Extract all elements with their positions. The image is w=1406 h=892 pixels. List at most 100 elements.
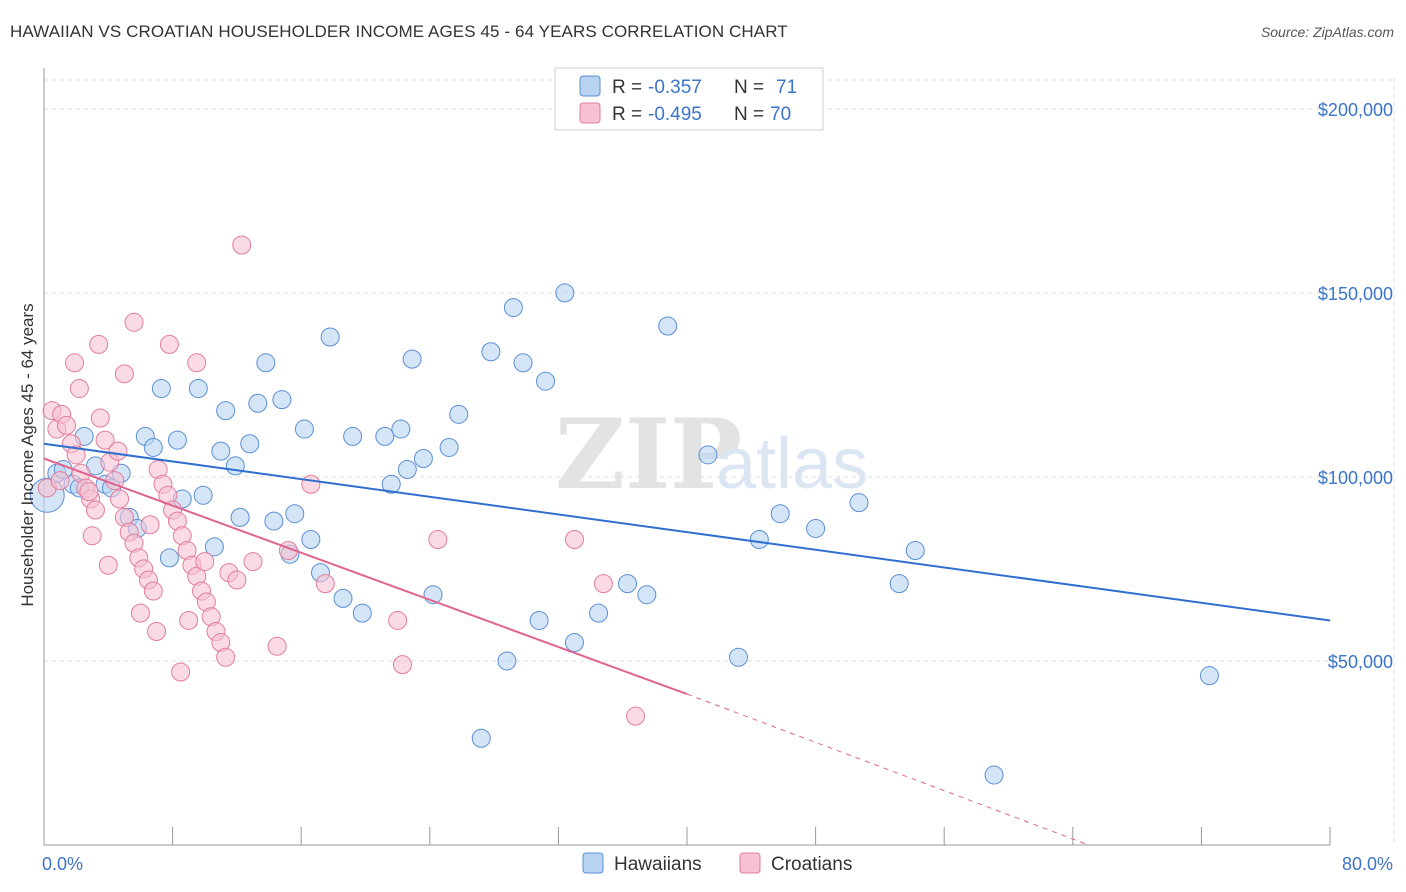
croatian-point-22 [143, 581, 163, 601]
croatian-point-65 [227, 570, 247, 590]
hawaiian-point-35 [320, 327, 340, 347]
croatian-point-54 [564, 529, 584, 549]
hawaiian-point-27 [256, 353, 276, 373]
croatian-point-69 [140, 515, 160, 535]
legend-r-value-0: -0.357 [648, 77, 702, 98]
bottom-legend-croatians: Croatians [771, 854, 852, 875]
croatian-point-40 [89, 334, 109, 354]
croatian-point-55 [593, 574, 613, 594]
hawaiian-point-32 [294, 419, 314, 439]
croatian-point-66 [50, 471, 70, 491]
croatian-point-12 [95, 430, 115, 450]
croatian-point-57 [82, 526, 102, 546]
legend-r-label-1: R = [612, 104, 642, 125]
hawaiian-point-26 [248, 393, 268, 413]
data-points [29, 235, 1219, 785]
croatian-point-60 [147, 622, 167, 642]
hawaiian-point-24 [230, 507, 250, 527]
hawaiian-point-67 [889, 574, 909, 594]
hawaiian-point-33 [301, 529, 321, 549]
hawaiian-point-44 [413, 449, 433, 468]
hawaiian-point-46 [439, 437, 459, 457]
croatian-point-68 [108, 441, 128, 461]
croatian-trend-extension [686, 693, 1090, 846]
hawaiian-point-28 [264, 511, 284, 531]
croatian-point-41 [114, 364, 134, 384]
hawaiian-point-18 [188, 379, 208, 399]
hawaiian-point-70 [1199, 666, 1219, 686]
croatian-point-61 [171, 662, 191, 682]
hawaiian-point-14 [151, 379, 171, 399]
hawaiian-point-65 [806, 518, 826, 538]
hawaiian-point-25 [240, 434, 260, 454]
croatian-point-56 [626, 706, 646, 726]
croatian-point-45 [232, 235, 252, 255]
croatian-point-49 [301, 474, 321, 494]
hawaiian-point-52 [513, 353, 533, 373]
legend: R = -0.357 N = 71 R = -0.495 N = 70 [554, 67, 824, 131]
croatian-point-53 [428, 529, 448, 549]
croatian-point-63 [195, 552, 215, 572]
croatian-point-43 [159, 334, 179, 354]
croatian-point-46 [243, 552, 263, 572]
hawaiian-point-42 [397, 460, 417, 480]
legend-n-value-0: 71 [776, 77, 797, 98]
hawaiian-point-69 [984, 765, 1004, 785]
hawaiian-point-51 [503, 298, 523, 318]
hawaiian-point-61 [698, 445, 718, 465]
hawaiian-point-68 [905, 541, 925, 561]
hawaiian-point-29 [272, 390, 292, 410]
hawaiian-point-48 [471, 728, 491, 748]
hawaiian-point-19 [193, 485, 213, 505]
croatian-point-39 [69, 379, 89, 399]
legend-swatch-croatians [579, 102, 601, 124]
croatian-point-10 [85, 500, 105, 520]
hawaiian-point-56 [564, 633, 584, 653]
hawaiian-point-53 [529, 610, 549, 630]
croatian-point-38 [65, 353, 85, 373]
y-tick-labels: $50,000 $100,000 $150,000 $200,000 [1318, 100, 1393, 672]
watermark-atlas: atlas [716, 424, 868, 504]
y-axis-title: Householder Income Ages 45 - 64 years [18, 303, 37, 606]
hawaiian-point-63 [749, 529, 769, 549]
hawaiian-point-60 [658, 316, 678, 336]
hawaiian-point-55 [555, 283, 575, 303]
hawaiian-point-21 [211, 441, 231, 461]
hawaiian-point-31 [285, 504, 305, 524]
croatian-point-37 [216, 647, 236, 667]
hawaiian-point-64 [770, 504, 790, 524]
y-tick-label-1: $100,000 [1318, 468, 1393, 488]
hawaiian-point-50 [497, 651, 517, 671]
hawaiian-point-49 [481, 342, 501, 362]
croatian-point-59 [130, 603, 150, 623]
legend-n-label-0: N = [734, 77, 764, 98]
croatian-point-47 [267, 636, 287, 656]
legend-swatch-hawaiians [579, 75, 601, 97]
hawaiian-point-59 [637, 585, 657, 605]
legend-r-value-1: -0.495 [648, 104, 702, 125]
hawaiian-point-58 [618, 574, 638, 594]
hawaiian-point-47 [449, 404, 469, 424]
axes [43, 68, 1331, 846]
bottom-swatch-croatians [739, 852, 761, 874]
trend-lines [43, 442, 1331, 846]
hawaiian-point-62 [728, 647, 748, 667]
croatian-point-52 [392, 655, 412, 675]
croatian-point-67 [79, 482, 99, 502]
x-tick-label-0: 0.0% [42, 854, 83, 874]
croatian-point-11 [90, 408, 110, 428]
hawaiian-point-22 [216, 401, 236, 421]
croatian-point-51 [388, 610, 408, 630]
source-label: Source: ZipAtlas.com [1260, 24, 1394, 40]
croatian-point-44 [187, 353, 207, 373]
x-tick-labels: 0.0% 80.0% [42, 854, 1393, 874]
croatian-point-42 [124, 312, 144, 332]
bottom-swatch-hawaiians [582, 852, 604, 874]
legend-n-value-1: 70 [770, 104, 791, 125]
bottom-legend-hawaiians: Hawaiians [614, 854, 702, 875]
hawaiian-point-66 [849, 493, 869, 513]
y-tick-label-2: $150,000 [1318, 284, 1393, 304]
hawaiian-point-38 [352, 603, 372, 623]
bottom-legend: Hawaiians Croatians [582, 852, 852, 875]
